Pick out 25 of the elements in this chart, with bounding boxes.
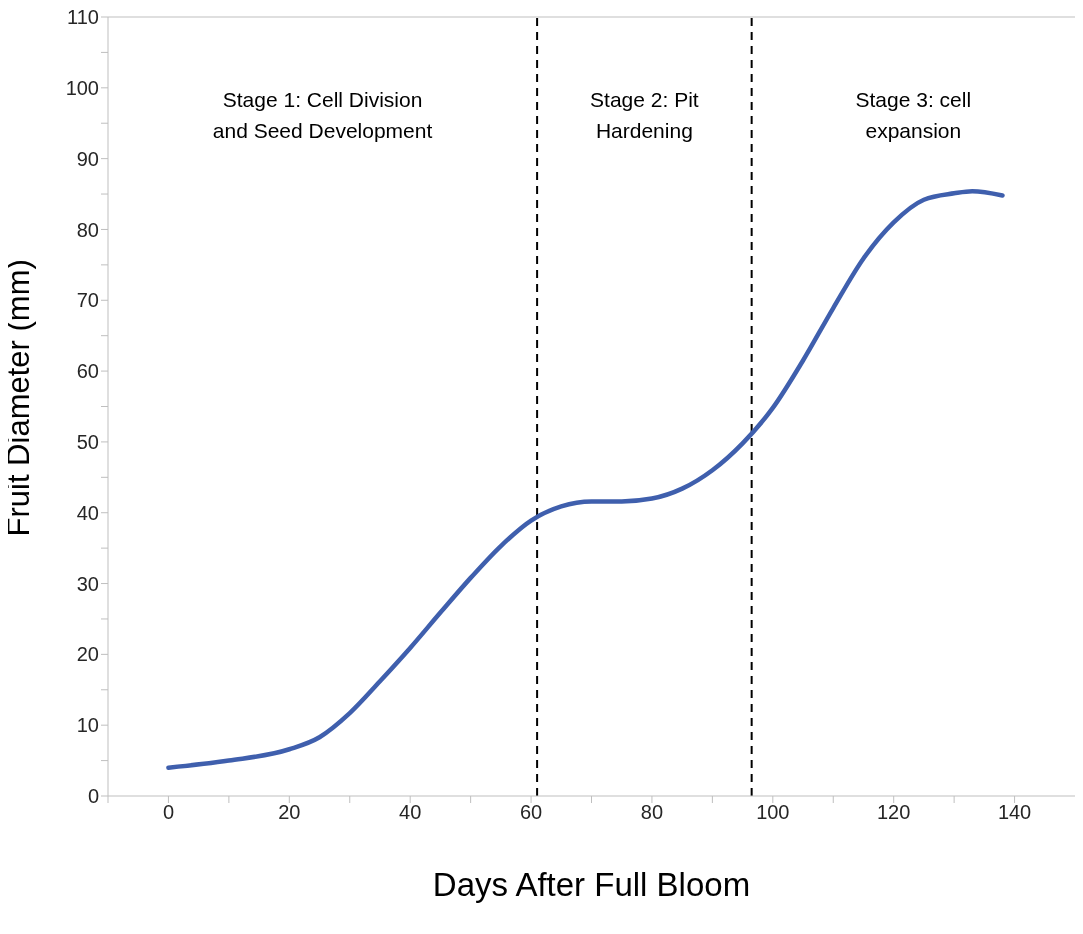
y-tick-label: 20 xyxy=(76,643,99,666)
y-tick-label: 60 xyxy=(76,360,99,383)
annotation: Stage 3: cell expansion xyxy=(855,88,972,142)
x-tick-label: 60 xyxy=(519,801,543,824)
x-axis-title: Days After Full Bloom xyxy=(432,866,751,903)
x-tick-label: 0 xyxy=(162,801,174,824)
x-tick-label: 140 xyxy=(997,801,1032,824)
x-tick-label: 80 xyxy=(640,801,664,824)
y-tick-label: 40 xyxy=(76,501,99,524)
y-tick-label: 0 xyxy=(87,785,99,808)
y-tick-label: 70 xyxy=(76,289,99,312)
x-tick-label: 20 xyxy=(278,801,301,824)
y-tick-label: 10 xyxy=(76,714,99,737)
annotation: Stage 2: Pit Hardening xyxy=(590,88,699,142)
y-tick-label: 110 xyxy=(67,6,99,29)
annotation: Stage 1: Cell Division and Seed Development xyxy=(212,88,433,142)
y-tick-label: 100 xyxy=(65,76,99,99)
x-tick-label: 40 xyxy=(399,801,422,824)
line-series xyxy=(166,188,1005,770)
x-tick-label: 120 xyxy=(877,801,911,824)
y-tick-label: 30 xyxy=(76,572,99,595)
y-tick-label: 80 xyxy=(76,218,99,241)
x-tick-label: 100 xyxy=(756,801,790,824)
y-tick-label: 90 xyxy=(76,147,99,170)
y-tick-label: 50 xyxy=(76,431,99,454)
